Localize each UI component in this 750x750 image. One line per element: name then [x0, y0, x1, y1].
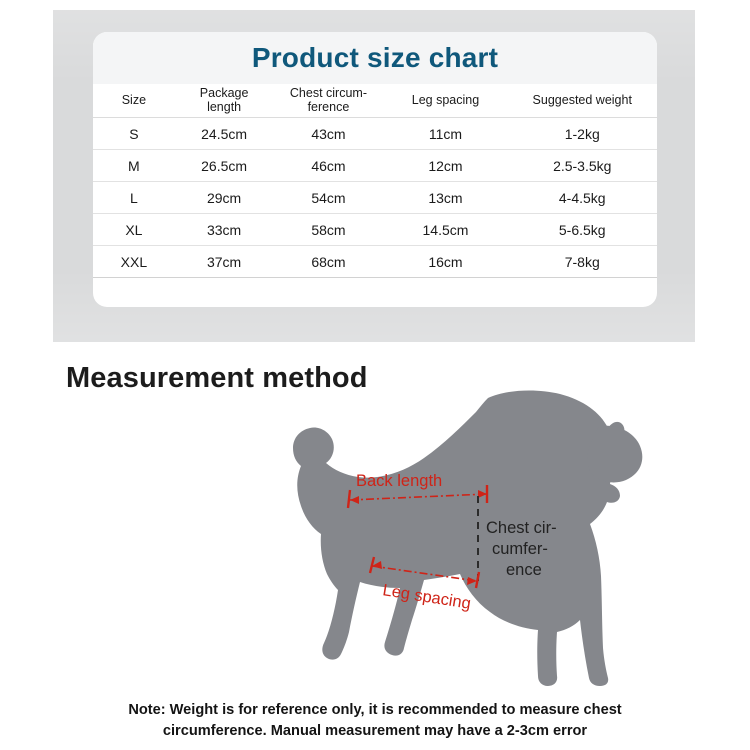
footnote-line1: Note: Weight is for reference only, it i…	[128, 702, 622, 718]
cell-weight: 5-6.5kg	[507, 213, 657, 246]
chest-circumference-label-line1: Chest cir-	[486, 519, 557, 537]
footnote-line2: circumference. Manual measurement may ha…	[162, 723, 588, 740]
column-header-chest: Chest circum- ference	[273, 84, 384, 118]
size-table: Size Package length Chest circum- ferenc…	[93, 84, 657, 278]
column-header-package-length-line1: Package	[199, 86, 249, 100]
page-title: Product size chart	[251, 42, 499, 73]
cell-chest: 43cm	[273, 117, 384, 150]
cell-chest: 68cm	[273, 245, 384, 278]
back-length-label: Back length	[356, 472, 442, 490]
cell-package-length: 33cm	[174, 213, 274, 246]
leg-spacing-measure	[368, 556, 481, 589]
column-header-package-length: Package length	[174, 84, 274, 118]
cell-leg-spacing: 12cm	[383, 149, 508, 182]
table-row: XXL 37cm 68cm 16cm 7-8kg	[93, 245, 657, 278]
cell-weight: 1-2kg	[507, 117, 657, 150]
size-table-head: Size Package length Chest circum- ferenc…	[93, 84, 657, 118]
chest-circumference-label-line3: ence	[506, 561, 542, 579]
column-header-leg-spacing-label: Leg spacing	[411, 92, 480, 107]
column-header-leg-spacing: Leg spacing	[383, 84, 508, 118]
cell-leg-spacing: 16cm	[383, 245, 508, 278]
cell-size: XL	[93, 213, 175, 246]
column-header-size-label: Size	[121, 92, 147, 107]
cell-package-length: 29cm	[174, 181, 274, 214]
size-table-body: S 24.5cm 43cm 11cm 1-2kg M 26.5cm 46cm 1…	[93, 117, 657, 278]
cell-package-length: 26.5cm	[174, 149, 274, 182]
table-header-row: Size Package length Chest circum- ferenc…	[93, 84, 657, 118]
cell-weight: 7-8kg	[507, 245, 657, 278]
cell-chest: 46cm	[273, 149, 384, 182]
column-header-weight-label: Suggested weight	[532, 92, 632, 107]
column-header-size: Size	[93, 84, 175, 118]
leg-spacing-label: Leg spacing	[381, 581, 472, 613]
size-chart-header: Product size chart	[93, 32, 657, 84]
column-header-weight: Suggested weight	[507, 84, 657, 118]
back-length-measure	[346, 485, 489, 509]
cell-package-length: 37cm	[174, 245, 274, 278]
cell-package-length: 24.5cm	[174, 117, 274, 150]
cell-size: XXL	[93, 245, 175, 278]
measurement-diagram: Back length Chest cir- cumfer- ence Leg …	[293, 390, 643, 686]
cell-size: S	[93, 117, 175, 150]
cell-weight: 4-4.5kg	[507, 181, 657, 214]
footnote: Note: Weight is for reference only, it i…	[0, 700, 750, 742]
column-header-chest-line1: Chest circum-	[289, 86, 367, 100]
cell-chest: 58cm	[273, 213, 384, 246]
cell-leg-spacing: 13cm	[383, 181, 508, 214]
table-row: S 24.5cm 43cm 11cm 1-2kg	[93, 117, 657, 150]
cell-leg-spacing: 11cm	[383, 117, 508, 150]
chest-circumference-label-line2: cumfer-	[492, 540, 548, 558]
cell-weight: 2.5-3.5kg	[507, 149, 657, 182]
column-header-chest-line2: ference	[307, 99, 350, 114]
dog-silhouette-icon	[293, 390, 643, 686]
measurement-method-heading: Measurement method	[66, 362, 368, 394]
cell-chest: 54cm	[273, 181, 384, 214]
size-chart-panel: Product size chart Size Package length C…	[93, 32, 657, 307]
table-row: XL 33cm 58cm 14.5cm 5-6.5kg	[93, 213, 657, 246]
cell-size: L	[93, 181, 175, 214]
column-header-package-length-line2: length	[207, 99, 242, 114]
cell-leg-spacing: 14.5cm	[383, 213, 508, 246]
table-row: M 26.5cm 46cm 12cm 2.5-3.5kg	[93, 149, 657, 182]
table-row: L 29cm 54cm 13cm 4-4.5kg	[93, 181, 657, 214]
cell-size: M	[93, 149, 175, 182]
